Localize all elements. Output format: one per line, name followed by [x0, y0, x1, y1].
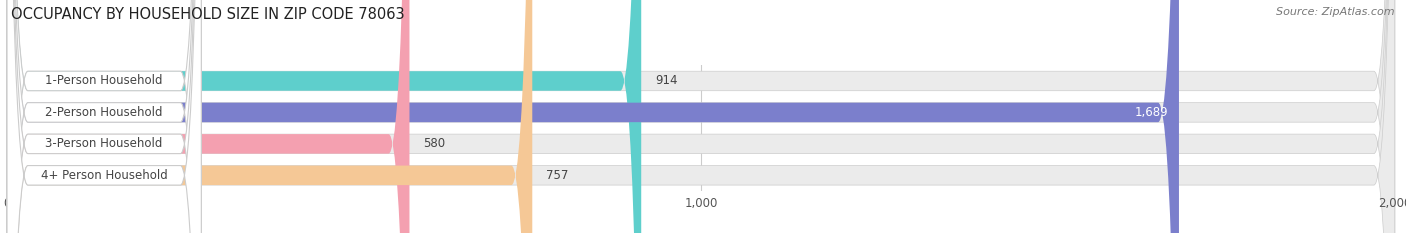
FancyBboxPatch shape [7, 0, 1395, 233]
FancyBboxPatch shape [7, 0, 409, 233]
Text: 1,689: 1,689 [1135, 106, 1168, 119]
Text: 757: 757 [546, 169, 568, 182]
Text: Source: ZipAtlas.com: Source: ZipAtlas.com [1277, 7, 1395, 17]
FancyBboxPatch shape [7, 0, 533, 233]
Text: 3-Person Household: 3-Person Household [45, 137, 163, 150]
FancyBboxPatch shape [7, 0, 1395, 233]
Text: 1-Person Household: 1-Person Household [45, 75, 163, 87]
FancyBboxPatch shape [7, 0, 1395, 233]
Text: 2-Person Household: 2-Person Household [45, 106, 163, 119]
FancyBboxPatch shape [7, 0, 1180, 233]
Text: 580: 580 [423, 137, 446, 150]
FancyBboxPatch shape [7, 0, 201, 233]
FancyBboxPatch shape [7, 0, 201, 233]
Text: 914: 914 [655, 75, 678, 87]
FancyBboxPatch shape [7, 0, 641, 233]
FancyBboxPatch shape [7, 0, 1395, 233]
Text: OCCUPANCY BY HOUSEHOLD SIZE IN ZIP CODE 78063: OCCUPANCY BY HOUSEHOLD SIZE IN ZIP CODE … [11, 7, 405, 22]
FancyBboxPatch shape [7, 0, 201, 233]
FancyBboxPatch shape [7, 0, 201, 233]
Text: 4+ Person Household: 4+ Person Household [41, 169, 167, 182]
